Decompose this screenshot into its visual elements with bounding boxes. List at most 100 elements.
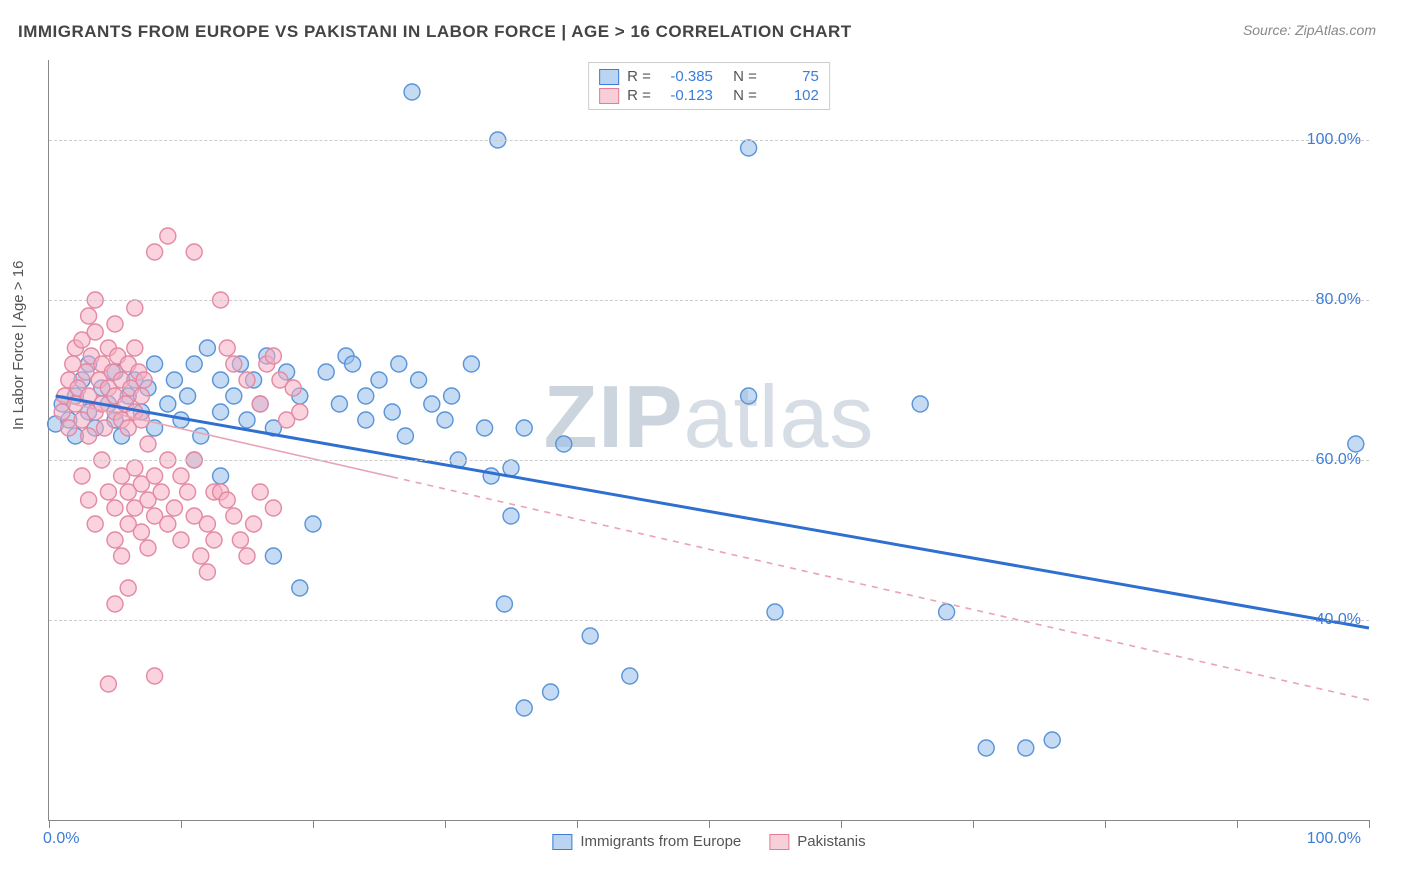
- data-point: [81, 308, 97, 324]
- x-tick: [445, 820, 446, 828]
- data-point: [444, 388, 460, 404]
- data-point: [496, 596, 512, 612]
- data-point: [180, 388, 196, 404]
- plot-area: ZIPatlas R = -0.385 N = 75 R = -0.123 N …: [48, 60, 1369, 821]
- swatch-pink-icon: [769, 834, 789, 850]
- x-tick: [49, 820, 50, 828]
- data-point: [1044, 732, 1060, 748]
- data-point: [516, 700, 532, 716]
- data-point: [741, 140, 757, 156]
- data-point: [318, 364, 334, 380]
- data-point: [193, 548, 209, 564]
- data-point: [358, 388, 374, 404]
- data-point: [140, 540, 156, 556]
- data-point: [741, 388, 757, 404]
- series-legend: Immigrants from Europe Pakistanis: [552, 833, 865, 850]
- data-point: [199, 340, 215, 356]
- data-point: [127, 300, 143, 316]
- x-tick: [1369, 820, 1370, 828]
- gridline: [49, 140, 1369, 141]
- legend-label-pakistani: Pakistanis: [797, 833, 865, 850]
- data-point: [265, 500, 281, 516]
- data-point: [265, 548, 281, 564]
- data-point: [100, 484, 116, 500]
- data-point: [265, 348, 281, 364]
- swatch-blue-icon: [552, 834, 572, 850]
- data-point: [556, 436, 572, 452]
- data-point: [463, 356, 479, 372]
- data-point: [226, 388, 242, 404]
- data-point: [186, 244, 202, 260]
- data-point: [404, 84, 420, 100]
- data-point: [411, 372, 427, 388]
- data-point: [397, 428, 413, 444]
- data-point: [180, 484, 196, 500]
- legend-label-europe: Immigrants from Europe: [580, 833, 741, 850]
- data-point: [1018, 740, 1034, 756]
- data-point: [147, 356, 163, 372]
- x-tick: [841, 820, 842, 828]
- x-tick: [181, 820, 182, 828]
- data-point: [87, 516, 103, 532]
- data-point: [622, 668, 638, 684]
- data-point: [767, 604, 783, 620]
- data-point: [133, 388, 149, 404]
- data-point: [912, 396, 928, 412]
- data-point: [74, 468, 90, 484]
- data-point: [199, 516, 215, 532]
- data-point: [107, 532, 123, 548]
- data-point: [345, 356, 361, 372]
- data-point: [226, 356, 242, 372]
- data-point: [252, 396, 268, 412]
- data-point: [543, 684, 559, 700]
- data-point: [516, 420, 532, 436]
- data-point: [358, 412, 374, 428]
- data-point: [96, 420, 112, 436]
- data-point: [1348, 436, 1364, 452]
- scatter-svg: [49, 60, 1369, 820]
- data-point: [147, 668, 163, 684]
- trend-line-extrapolated: [392, 477, 1369, 700]
- data-point: [127, 340, 143, 356]
- data-point: [127, 460, 143, 476]
- chart-title: IMMIGRANTS FROM EUROPE VS PAKISTANI IN L…: [18, 22, 852, 42]
- data-point: [87, 324, 103, 340]
- data-point: [978, 740, 994, 756]
- data-point: [331, 396, 347, 412]
- trend-line: [56, 396, 1369, 628]
- data-point: [160, 516, 176, 532]
- y-tick-label: 40.0%: [1316, 611, 1361, 629]
- data-point: [239, 548, 255, 564]
- gridline: [49, 460, 1369, 461]
- x-tick: [577, 820, 578, 828]
- data-point: [384, 404, 400, 420]
- data-point: [213, 404, 229, 420]
- y-tick-label: 60.0%: [1316, 451, 1361, 469]
- data-point: [160, 396, 176, 412]
- x-tick: [709, 820, 710, 828]
- x-tick: [973, 820, 974, 828]
- x-tick: [313, 820, 314, 828]
- y-axis-label: In Labor Force | Age > 16: [10, 261, 27, 430]
- data-point: [140, 436, 156, 452]
- data-point: [582, 628, 598, 644]
- data-point: [239, 412, 255, 428]
- data-point: [213, 468, 229, 484]
- data-point: [292, 404, 308, 420]
- data-point: [160, 228, 176, 244]
- data-point: [166, 372, 182, 388]
- data-point: [107, 316, 123, 332]
- x-axis-min: 0.0%: [43, 830, 79, 848]
- data-point: [371, 372, 387, 388]
- data-point: [166, 500, 182, 516]
- data-point: [437, 412, 453, 428]
- x-axis-max: 100.0%: [1307, 830, 1361, 848]
- data-point: [133, 524, 149, 540]
- data-point: [391, 356, 407, 372]
- data-point: [219, 340, 235, 356]
- source-attribution: Source: ZipAtlas.com: [1243, 22, 1376, 38]
- data-point: [107, 596, 123, 612]
- data-point: [120, 580, 136, 596]
- data-point: [285, 380, 301, 396]
- data-point: [503, 460, 519, 476]
